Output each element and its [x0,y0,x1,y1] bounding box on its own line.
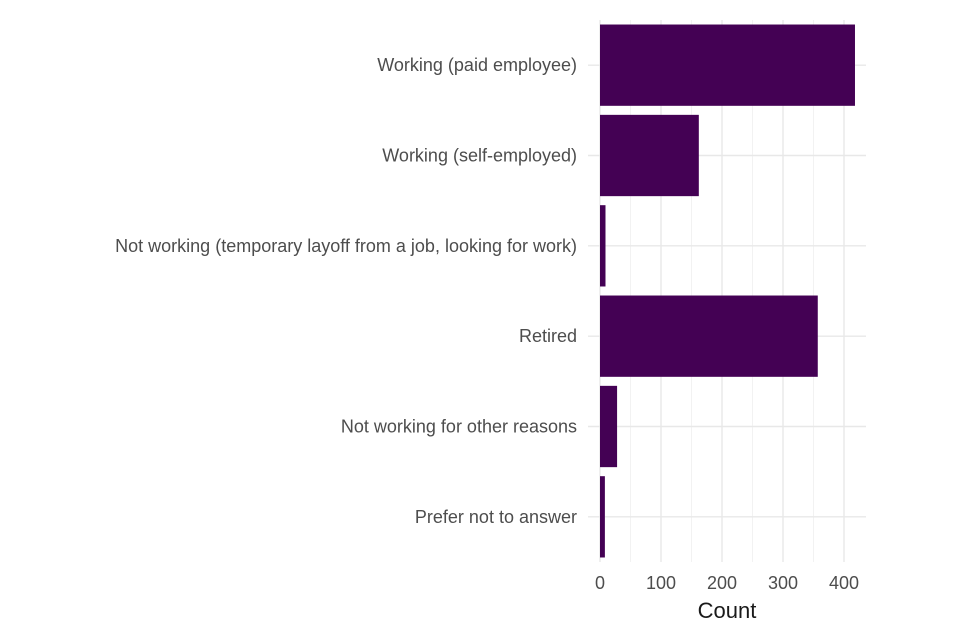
x-axis-title: Count [698,598,757,623]
category-label: Not working (temporary layoff from a job… [115,236,577,256]
x-tick-label: 0 [595,573,605,593]
x-tick-label: 200 [707,573,737,593]
x-tick-label: 400 [829,573,859,593]
category-labels: Working (paid employee) Working (self-emp… [115,55,577,527]
bar [600,114,699,197]
bar [600,24,855,106]
x-tick-labels: 0 100 200 300 400 [595,573,859,593]
bars-layer [600,24,855,558]
category-label: Not working for other reasons [341,417,577,437]
category-label: Working (self-employed) [382,146,577,166]
bar [600,476,605,558]
bar [600,385,618,468]
bar [600,295,818,377]
x-tick-label: 100 [646,573,676,593]
category-label: Retired [519,326,577,346]
x-tick-label: 300 [768,573,798,593]
category-label: Working (paid employee) [377,55,577,75]
bar [600,205,606,287]
category-label: Prefer not to answer [415,507,577,527]
